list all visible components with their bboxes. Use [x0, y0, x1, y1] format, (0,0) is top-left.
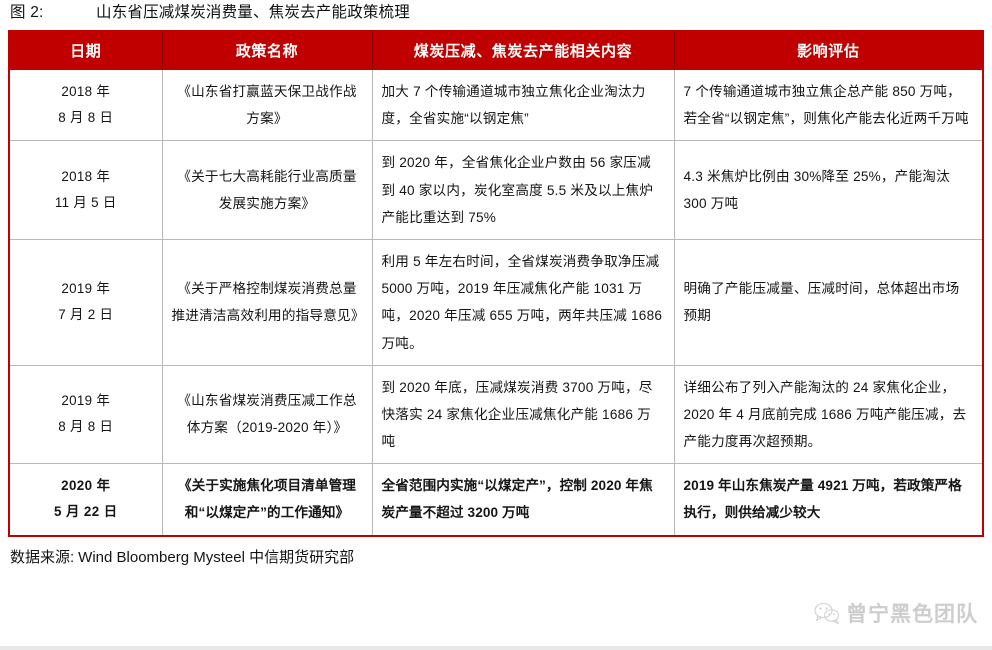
- watermark: 曾宁黑色团队: [814, 598, 978, 628]
- column-header-policy-name: 政策名称: [162, 31, 373, 70]
- source-line: 数据来源: Wind Bloomberg Mysteel 中信期货研究部: [8, 546, 984, 567]
- figure-title: 山东省压减煤炭消费量、焦炭去产能政策梳理: [96, 4, 411, 21]
- header-row: 日期 政策名称 煤炭压减、焦炭去产能相关内容 影响评估: [10, 31, 982, 70]
- cell-content: 全省范围内实施“以煤定产”，控制 2020 年焦炭产量不超过 3200 万吨: [372, 463, 675, 535]
- table-row: 2019 年 7 月 2 日 《关于严格控制煤炭消费总量推进清洁高效利用的指导意…: [10, 238, 982, 366]
- policy-table-container: 日期 政策名称 煤炭压减、焦炭去产能相关内容 影响评估 2018 年 8 月 8…: [8, 30, 984, 537]
- cell-date: 2018 年 8 月 8 日: [10, 68, 163, 142]
- column-header-content: 煤炭压减、焦炭去产能相关内容: [372, 31, 675, 70]
- cell-content: 加大 7 个传输通道城市独立焦化企业淘汰力度，全省实施“以钢定焦”: [372, 68, 675, 142]
- cell-date: 2020 年 5 月 22 日: [10, 463, 163, 535]
- cell-evaluation: 2019 年山东焦炭产量 4921 万吨，若政策严格执行，则供给减少较大: [674, 463, 982, 535]
- cell-content: 利用 5 年左右时间，全省煤炭消费争取净压减 5000 万吨，2019 年压减焦…: [372, 238, 675, 366]
- watermark-text: 曾宁黑色团队: [846, 603, 978, 626]
- policy-table: 日期 政策名称 煤炭压减、焦炭去产能相关内容 影响评估 2018 年 8 月 8…: [10, 31, 982, 535]
- table-body: 2018 年 8 月 8 日 《山东省打赢蓝天保卫战作战方案》 加大 7 个传输…: [10, 68, 982, 535]
- table-row: 2018 年 8 月 8 日 《山东省打赢蓝天保卫战作战方案》 加大 7 个传输…: [10, 68, 982, 142]
- cell-evaluation: 7 个传输通道城市独立焦企总产能 850 万吨，若全省“以钢定焦”，则焦化产能去…: [674, 68, 982, 142]
- table-row: 2019 年 8 月 8 日 《山东省煤炭消费压减工作总体方案（2019-202…: [10, 364, 982, 465]
- table-header: 日期 政策名称 煤炭压减、焦炭去产能相关内容 影响评估: [10, 31, 982, 70]
- cell-date: 2019 年 7 月 2 日: [10, 238, 163, 366]
- cell-policy-name: 《山东省煤炭消费压减工作总体方案（2019-2020 年）》: [162, 364, 373, 465]
- table-row: 2020 年 5 月 22 日 《关于实施焦化项目清单管理和“以煤定产”的工作通…: [10, 463, 982, 535]
- cell-date: 2019 年 8 月 8 日: [10, 364, 163, 465]
- wechat-icon: [814, 602, 840, 624]
- cell-content: 到 2020 年，全省焦化企业户数由 56 家压减到 40 家以内，炭化室高度 …: [372, 140, 675, 240]
- source-value: Wind Bloomberg Mysteel 中信期货研究部: [78, 548, 355, 566]
- cell-evaluation: 4.3 米焦炉比例由 30%降至 25%，产能淘汰 300 万吨: [674, 140, 982, 240]
- cell-policy-name: 《关于七大高耗能行业高质量发展实施方案》: [162, 140, 373, 240]
- figure-number: 图 2:: [10, 4, 44, 21]
- column-header-evaluation: 影响评估: [674, 31, 982, 70]
- cell-policy-name: 《关于严格控制煤炭消费总量推进清洁高效利用的指导意见》: [162, 238, 373, 366]
- column-header-date: 日期: [10, 31, 163, 70]
- source-label: 数据来源:: [10, 548, 75, 566]
- cell-evaluation: 明确了产能压减量、压减时间，总体超出市场预期: [674, 238, 982, 366]
- table-row: 2018 年 11 月 5 日 《关于七大高耗能行业高质量发展实施方案》 到 2…: [10, 140, 982, 240]
- cell-evaluation: 详细公布了列入产能淘汰的 24 家焦化企业，2020 年 4 月底前完成 168…: [674, 364, 982, 465]
- cell-policy-name: 《山东省打赢蓝天保卫战作战方案》: [162, 68, 373, 142]
- figure-caption: 图 2: 山东省压减煤炭消费量、焦炭去产能政策梳理: [8, 0, 984, 30]
- cell-content: 到 2020 年底，压减煤炭消费 3700 万吨，尽快落实 24 家焦化企业压减…: [372, 364, 675, 465]
- page-bottom-edge: [0, 646, 992, 650]
- cell-date: 2018 年 11 月 5 日: [10, 140, 163, 240]
- cell-policy-name: 《关于实施焦化项目清单管理和“以煤定产”的工作通知》: [162, 463, 373, 535]
